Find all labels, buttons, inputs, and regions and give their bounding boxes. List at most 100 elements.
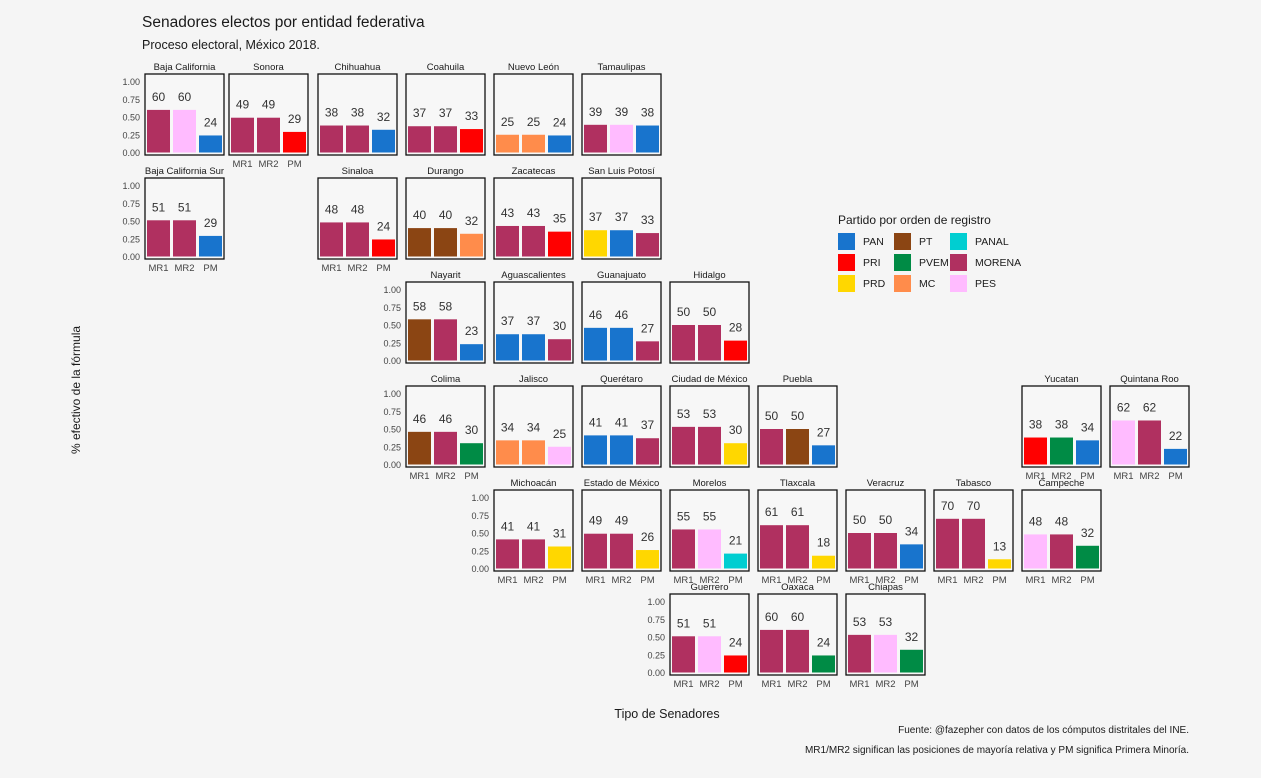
bar-value-label: 37	[413, 106, 427, 120]
y-tick-label: 0.00	[383, 460, 401, 470]
panel-guerrero: Guerrero 51 51 24 0.00 0.25 0.50 0.75 1.00 MR1 MR2…	[647, 582, 750, 690]
panel-strip-label: Campeche	[1039, 478, 1085, 489]
panel-strip-label: Chiapas	[868, 582, 903, 593]
bar-mr2-morena	[173, 220, 196, 257]
bar-pm-panal	[724, 553, 747, 569]
x-tick-label: MR1	[409, 471, 429, 482]
x-tick-label: PM	[904, 679, 918, 690]
panel-strip-label: Coahuila	[427, 62, 465, 73]
x-tick-label: MR2	[258, 159, 278, 170]
bar-mr2-pes	[173, 109, 196, 153]
x-tick-label: MR1	[232, 159, 252, 170]
bar-pm-pvem	[812, 655, 835, 673]
legend-label: PT	[919, 235, 933, 248]
panel-durango: Durango 40 40 32	[405, 166, 486, 260]
bar-value-label: 37	[641, 418, 655, 432]
bar-mr1-morena	[231, 117, 254, 153]
x-tick-label: PM	[464, 471, 478, 482]
bar-value-label: 33	[641, 213, 655, 227]
legend-item-mc: MC	[894, 275, 935, 292]
caption-note: MR1/MR2 significan las posiciones de may…	[804, 745, 1189, 756]
panel-oaxaca: Oaxaca 60 60 24 MR1 MR2 PM	[757, 582, 838, 690]
bar-mr1-prd	[584, 230, 607, 257]
panel-strip-label: Colima	[431, 374, 461, 385]
bar-value-label: 51	[703, 616, 717, 630]
x-tick-label: PM	[203, 263, 217, 274]
bar-pm-morena	[636, 233, 659, 257]
panel-baja-california: Baja California 60 60 24 0.00 0.25 0.50 0.75 1.0…	[122, 62, 225, 158]
panel-hidalgo: Hidalgo 50 50 28	[669, 270, 750, 364]
panel-strip-label: Durango	[427, 166, 463, 177]
bar-value-label: 50	[791, 409, 805, 423]
bar-value-label: 24	[553, 115, 567, 129]
panel-yucatan: Yucatan 38 38 34 MR1 MR2 PM	[1021, 374, 1102, 482]
x-tick-label: MR1	[321, 263, 341, 274]
bar-value-label: 48	[1029, 514, 1043, 528]
bar-mr2-morena	[434, 319, 457, 361]
panel-sonora: Sonora 49 49 29 MR1 MR2 PM	[228, 62, 309, 170]
panel-strip-label: Querétaro	[600, 374, 643, 385]
bar-mr2-pan	[610, 230, 633, 257]
bar-pm-pri	[724, 655, 747, 673]
bar-value-label: 32	[905, 630, 919, 644]
x-tick-label: MR2	[699, 575, 719, 586]
legend-swatch	[950, 254, 967, 271]
x-tick-label: MR1	[1113, 471, 1133, 482]
bar-value-label: 58	[413, 299, 427, 313]
panel-strip-label: Hidalgo	[693, 270, 725, 281]
panel-strip-label: Sonora	[253, 62, 284, 73]
bar-value-label: 51	[178, 200, 192, 214]
bar-mr2-morena	[434, 431, 457, 465]
bar-mr1-pt	[408, 228, 431, 257]
legend-item-pvem: PVEM	[894, 254, 949, 271]
bar-pm-pri	[372, 239, 395, 257]
bar-value-label: 50	[677, 305, 691, 319]
bar-pm-morena	[636, 341, 659, 361]
bar-pm-pes	[548, 446, 571, 465]
panel-strip-label: Nuevo León	[508, 62, 559, 73]
panel-nuevo-leon: Nuevo León 25 25 24	[493, 62, 574, 156]
bar-mr1-morena	[672, 426, 695, 465]
bar-mr2-mc	[522, 440, 545, 465]
y-tick-label: 1.00	[122, 77, 140, 87]
panel-strip-label: Jalisco	[519, 374, 548, 385]
bar-pm-mc	[460, 233, 483, 257]
bar-mr1-morena	[147, 109, 170, 153]
x-tick-label: MR1	[585, 575, 605, 586]
y-tick-label: 0.50	[383, 425, 401, 435]
bar-value-label: 51	[677, 616, 691, 630]
bar-value-label: 49	[236, 98, 250, 112]
bar-mr1-pt	[408, 319, 431, 361]
bar-pm-pan	[1076, 440, 1099, 465]
bar-value-label: 70	[941, 499, 955, 513]
y-tick-label: 1.00	[383, 389, 401, 399]
y-tick-label: 0.25	[471, 546, 489, 556]
x-tick-label: MR2	[875, 679, 895, 690]
bar-pm-pan	[900, 544, 923, 569]
legend-label: PRD	[863, 277, 886, 290]
panel-aguascalientes: Aguascalientes 37 37 30	[493, 270, 574, 364]
bar-value-label: 60	[152, 90, 166, 104]
bar-value-label: 26	[641, 530, 655, 544]
bar-pm-pan	[372, 129, 395, 153]
legend-title: Partido por orden de registro	[838, 213, 991, 227]
panel-strip-label: Puebla	[783, 374, 813, 385]
x-tick-label: MR2	[523, 575, 543, 586]
bar-value-label: 41	[589, 415, 603, 429]
legend-label: MC	[919, 277, 936, 290]
bar-value-label: 38	[641, 106, 655, 120]
bar-mr1-morena	[584, 533, 607, 569]
bar-mr1-pes	[1024, 534, 1047, 569]
bar-value-label: 30	[553, 319, 567, 333]
bar-pm-pvem	[460, 443, 483, 465]
x-tick-label: PM	[1168, 471, 1182, 482]
legend-item-pan: PAN	[838, 233, 884, 250]
panel-strip-label: Veracruz	[867, 478, 905, 489]
panel-strip-label: Tamaulipas	[597, 62, 645, 73]
bar-value-label: 61	[765, 505, 779, 519]
bar-value-label: 40	[439, 208, 453, 222]
panel-strip-label: Estado de México	[584, 478, 660, 489]
legend-label: PVEM	[919, 256, 949, 269]
bar-pm-pan	[548, 135, 571, 153]
